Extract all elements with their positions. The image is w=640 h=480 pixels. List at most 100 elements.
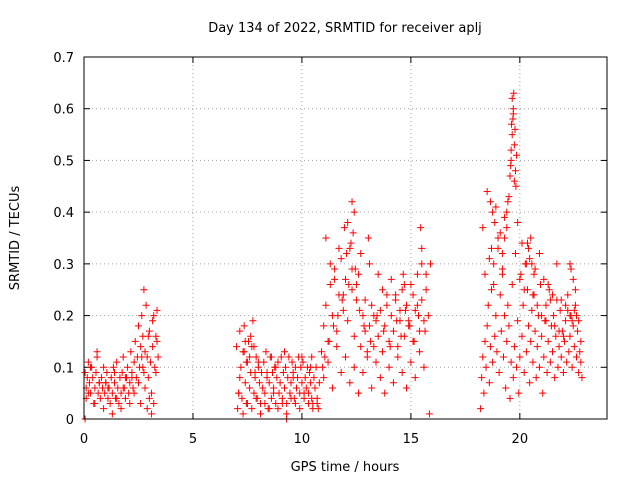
- data-point: [359, 312, 367, 320]
- data-point: [555, 327, 563, 335]
- data-point: [109, 363, 117, 371]
- data-point: [100, 405, 108, 413]
- grid: [84, 57, 607, 419]
- data-point: [393, 317, 401, 325]
- data-point: [533, 301, 541, 309]
- data-point: [557, 296, 565, 304]
- data-point: [257, 410, 265, 418]
- data-point: [139, 363, 147, 371]
- data-point: [351, 265, 359, 273]
- data-point: [416, 348, 424, 356]
- data-point: [350, 208, 358, 216]
- data-point: [154, 353, 162, 361]
- data-point: [561, 337, 569, 345]
- data-point: [398, 368, 406, 376]
- data-point: [568, 317, 576, 325]
- data-point: [516, 353, 524, 361]
- data-point: [255, 379, 263, 387]
- data-point: [413, 270, 421, 278]
- data-point: [572, 312, 580, 320]
- data-point: [273, 374, 281, 382]
- data-point: [372, 317, 380, 325]
- data-point: [498, 250, 506, 258]
- data-point: [333, 343, 341, 351]
- data-point: [379, 348, 387, 356]
- data-point: [570, 343, 578, 351]
- data-point: [292, 384, 300, 392]
- data-point: [361, 327, 369, 335]
- data-point: [485, 379, 493, 387]
- data-point: [130, 389, 138, 397]
- data-point: [304, 399, 312, 407]
- data-point: [485, 255, 493, 263]
- y-tick-label: 0.6: [53, 103, 74, 118]
- data-point: [525, 322, 533, 330]
- data-point: [140, 286, 148, 294]
- data-point: [569, 275, 577, 283]
- data-point: [398, 286, 406, 294]
- x-axis-label: GPS time / hours: [291, 460, 400, 475]
- data-point: [424, 312, 432, 320]
- data-point: [563, 358, 571, 366]
- data-point: [488, 286, 496, 294]
- data-point: [418, 244, 426, 252]
- data-point: [94, 389, 102, 397]
- data-point: [571, 301, 579, 309]
- data-point: [331, 275, 339, 283]
- data-point: [89, 374, 97, 382]
- data-point: [422, 270, 430, 278]
- data-point: [510, 141, 518, 149]
- data-point: [486, 198, 494, 206]
- data-point: [535, 363, 543, 371]
- data-point: [118, 368, 126, 376]
- data-point: [499, 353, 507, 361]
- data-point: [261, 389, 269, 397]
- data-point: [546, 296, 554, 304]
- data-point: [243, 399, 251, 407]
- data-point: [480, 389, 488, 397]
- data-point: [516, 275, 524, 283]
- data-point: [420, 317, 428, 325]
- data-point: [531, 265, 539, 273]
- data-point: [532, 374, 540, 382]
- data-point: [148, 410, 156, 418]
- data-point: [338, 296, 346, 304]
- data-point: [261, 399, 269, 407]
- data-point: [310, 374, 318, 382]
- data-point: [526, 379, 534, 387]
- data-point: [280, 348, 288, 356]
- y-tick-label: 0.3: [53, 258, 74, 273]
- x-tick-label: 20: [512, 432, 529, 447]
- data-point: [389, 327, 397, 335]
- data-point: [387, 275, 395, 283]
- data-point: [247, 332, 255, 340]
- data-point: [506, 172, 514, 180]
- data-point: [540, 353, 548, 361]
- data-point: [400, 281, 408, 289]
- data-point: [301, 374, 309, 382]
- data-point: [307, 363, 315, 371]
- data-point: [520, 368, 528, 376]
- data-point: [496, 291, 504, 299]
- data-point: [237, 363, 245, 371]
- data-point: [137, 343, 145, 351]
- data-point: [153, 337, 161, 345]
- data-point: [117, 405, 125, 413]
- data-point: [504, 198, 512, 206]
- chart-title: Day 134 of 2022, SRMTID for receiver apl…: [208, 21, 482, 36]
- data-point: [538, 312, 546, 320]
- data-point: [421, 327, 429, 335]
- data-point: [406, 322, 414, 330]
- data-point: [299, 358, 307, 366]
- data-point: [319, 363, 327, 371]
- data-point: [367, 337, 375, 345]
- data-point: [107, 374, 115, 382]
- data-point: [546, 358, 554, 366]
- data-point: [511, 125, 519, 133]
- data-point: [115, 399, 123, 407]
- data-point: [249, 317, 257, 325]
- data-point: [376, 306, 384, 314]
- data-point: [569, 322, 577, 330]
- data-point: [320, 374, 328, 382]
- data-point: [144, 332, 152, 340]
